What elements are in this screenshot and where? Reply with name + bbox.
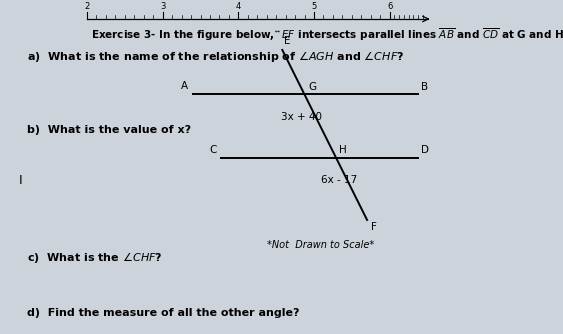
Text: H: H <box>339 145 347 155</box>
Text: 6: 6 <box>387 2 392 11</box>
Text: 4: 4 <box>236 2 241 11</box>
Text: d)  Find the measure of all the other angle?: d) Find the measure of all the other ang… <box>27 308 300 318</box>
Text: I: I <box>19 174 22 187</box>
Text: G: G <box>308 82 316 92</box>
Text: Exercise 3- In the figure below, $\overleftrightarrow{EF}$ intersects parallel l: Exercise 3- In the figure below, $\overl… <box>91 26 563 43</box>
Text: F: F <box>371 222 377 232</box>
Text: E: E <box>284 36 291 46</box>
Text: 5: 5 <box>311 2 316 11</box>
Text: D: D <box>421 145 429 155</box>
Text: b)  What is the value of x?: b) What is the value of x? <box>27 125 191 135</box>
Text: 6x - 17: 6x - 17 <box>321 175 358 185</box>
Text: 2: 2 <box>84 2 90 11</box>
Text: a)  What is the name of the relationship of $\angle AGH$ and $\angle CHF$?: a) What is the name of the relationship … <box>27 49 404 64</box>
Text: A: A <box>181 81 189 91</box>
Text: c)  What is the $\angle CHF$?: c) What is the $\angle CHF$? <box>27 250 163 265</box>
Text: 3: 3 <box>160 2 166 11</box>
Text: *Not  Drawn to Scale*: *Not Drawn to Scale* <box>267 240 374 250</box>
Text: 3x + 40: 3x + 40 <box>281 112 322 122</box>
Text: B: B <box>421 82 428 92</box>
Text: C: C <box>209 145 216 155</box>
